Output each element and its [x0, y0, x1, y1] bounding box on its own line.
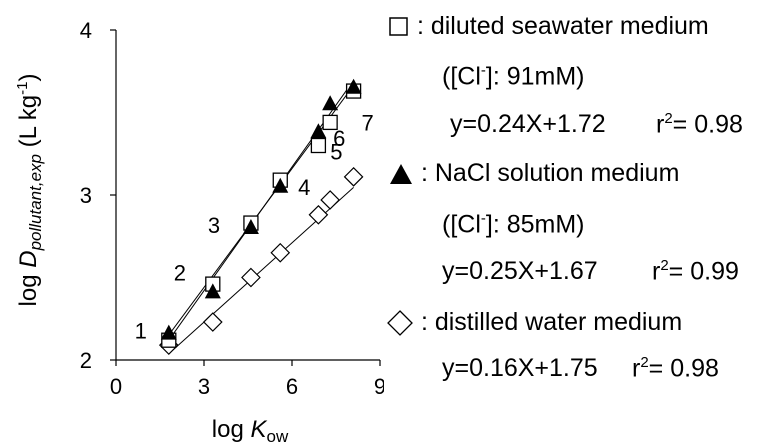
y-tick-label: 2	[80, 348, 92, 373]
y-tick-label: 3	[80, 183, 92, 208]
filled-triangle-marker	[160, 324, 177, 340]
open-square-marker	[310, 137, 327, 154]
fit-line-series-3	[168, 187, 354, 355]
open-diamond-marker	[343, 167, 364, 187]
open-diamond-marker	[241, 267, 261, 288]
open-diamond-icon	[387, 310, 413, 337]
filled-triangle-marker	[345, 78, 362, 94]
filled-triangle-marker	[322, 95, 339, 111]
point-label-2: 2	[174, 261, 186, 286]
y-axis-title: log Dpollutant,exp (L kg-1)	[14, 74, 45, 307]
legend-seawater-label: : diluted seawater medium	[416, 12, 709, 40]
legend-seawater-equation: y=0.24X+1.72	[450, 110, 606, 138]
legend-nacl-label: : NaCl solution medium	[420, 159, 680, 187]
chart-legend: : diluted seawater medium ([Cl-]: 91mM) …	[384, 0, 771, 444]
x-tick-label: 6	[286, 374, 298, 399]
filled-triangle-marker	[204, 283, 221, 299]
open-diamond-marker	[308, 204, 329, 225]
filled-triangle-marker	[242, 219, 259, 234]
x-axis-title: log Kow	[212, 416, 289, 444]
legend-seawater-r2: r2= 0.98	[656, 110, 743, 139]
legend-distilled-r2: r2= 0.98	[632, 354, 719, 383]
y-tick-label: 4	[80, 18, 92, 43]
point-label-3: 3	[208, 213, 220, 238]
open-square-icon	[389, 17, 408, 37]
data-markers	[158, 78, 364, 355]
legend-nacl-cl: ([Cl-]: 85mM)	[442, 210, 585, 239]
filled-triangle-marker	[310, 123, 327, 139]
x-tick-label: 9	[374, 374, 384, 399]
legend-nacl-equation: y=0.25X+1.67	[442, 257, 598, 285]
legend-distilled-label: : distilled water medium	[420, 308, 683, 336]
legend-seawater-cl: ([Cl-]: 91mM)	[442, 62, 585, 91]
open-diamond-marker	[270, 242, 291, 263]
point-label-5: 5	[330, 140, 342, 165]
legend-seawater: : diluted seawater medium	[388, 12, 709, 41]
filled-triangle-marker	[272, 177, 289, 193]
point-label-1: 1	[135, 319, 147, 344]
x-tick-label: 0	[110, 374, 122, 399]
x-tick-label: 3	[198, 374, 210, 399]
legend-nacl-r2: r2= 0.99	[652, 257, 739, 286]
open-diamond-marker	[202, 312, 223, 332]
legend-distilled: : distilled water medium	[386, 308, 682, 337]
filled-triangle-icon	[390, 164, 412, 185]
legend-distilled-equation: y=0.16X+1.75	[442, 354, 598, 382]
point-label-6: 6	[333, 126, 345, 151]
legend-nacl: : NaCl solution medium	[388, 159, 679, 188]
open-diamond-marker	[320, 190, 340, 210]
open-square-marker	[322, 114, 338, 131]
point-label-7: 7	[361, 111, 373, 136]
point-label-4: 4	[298, 175, 310, 200]
